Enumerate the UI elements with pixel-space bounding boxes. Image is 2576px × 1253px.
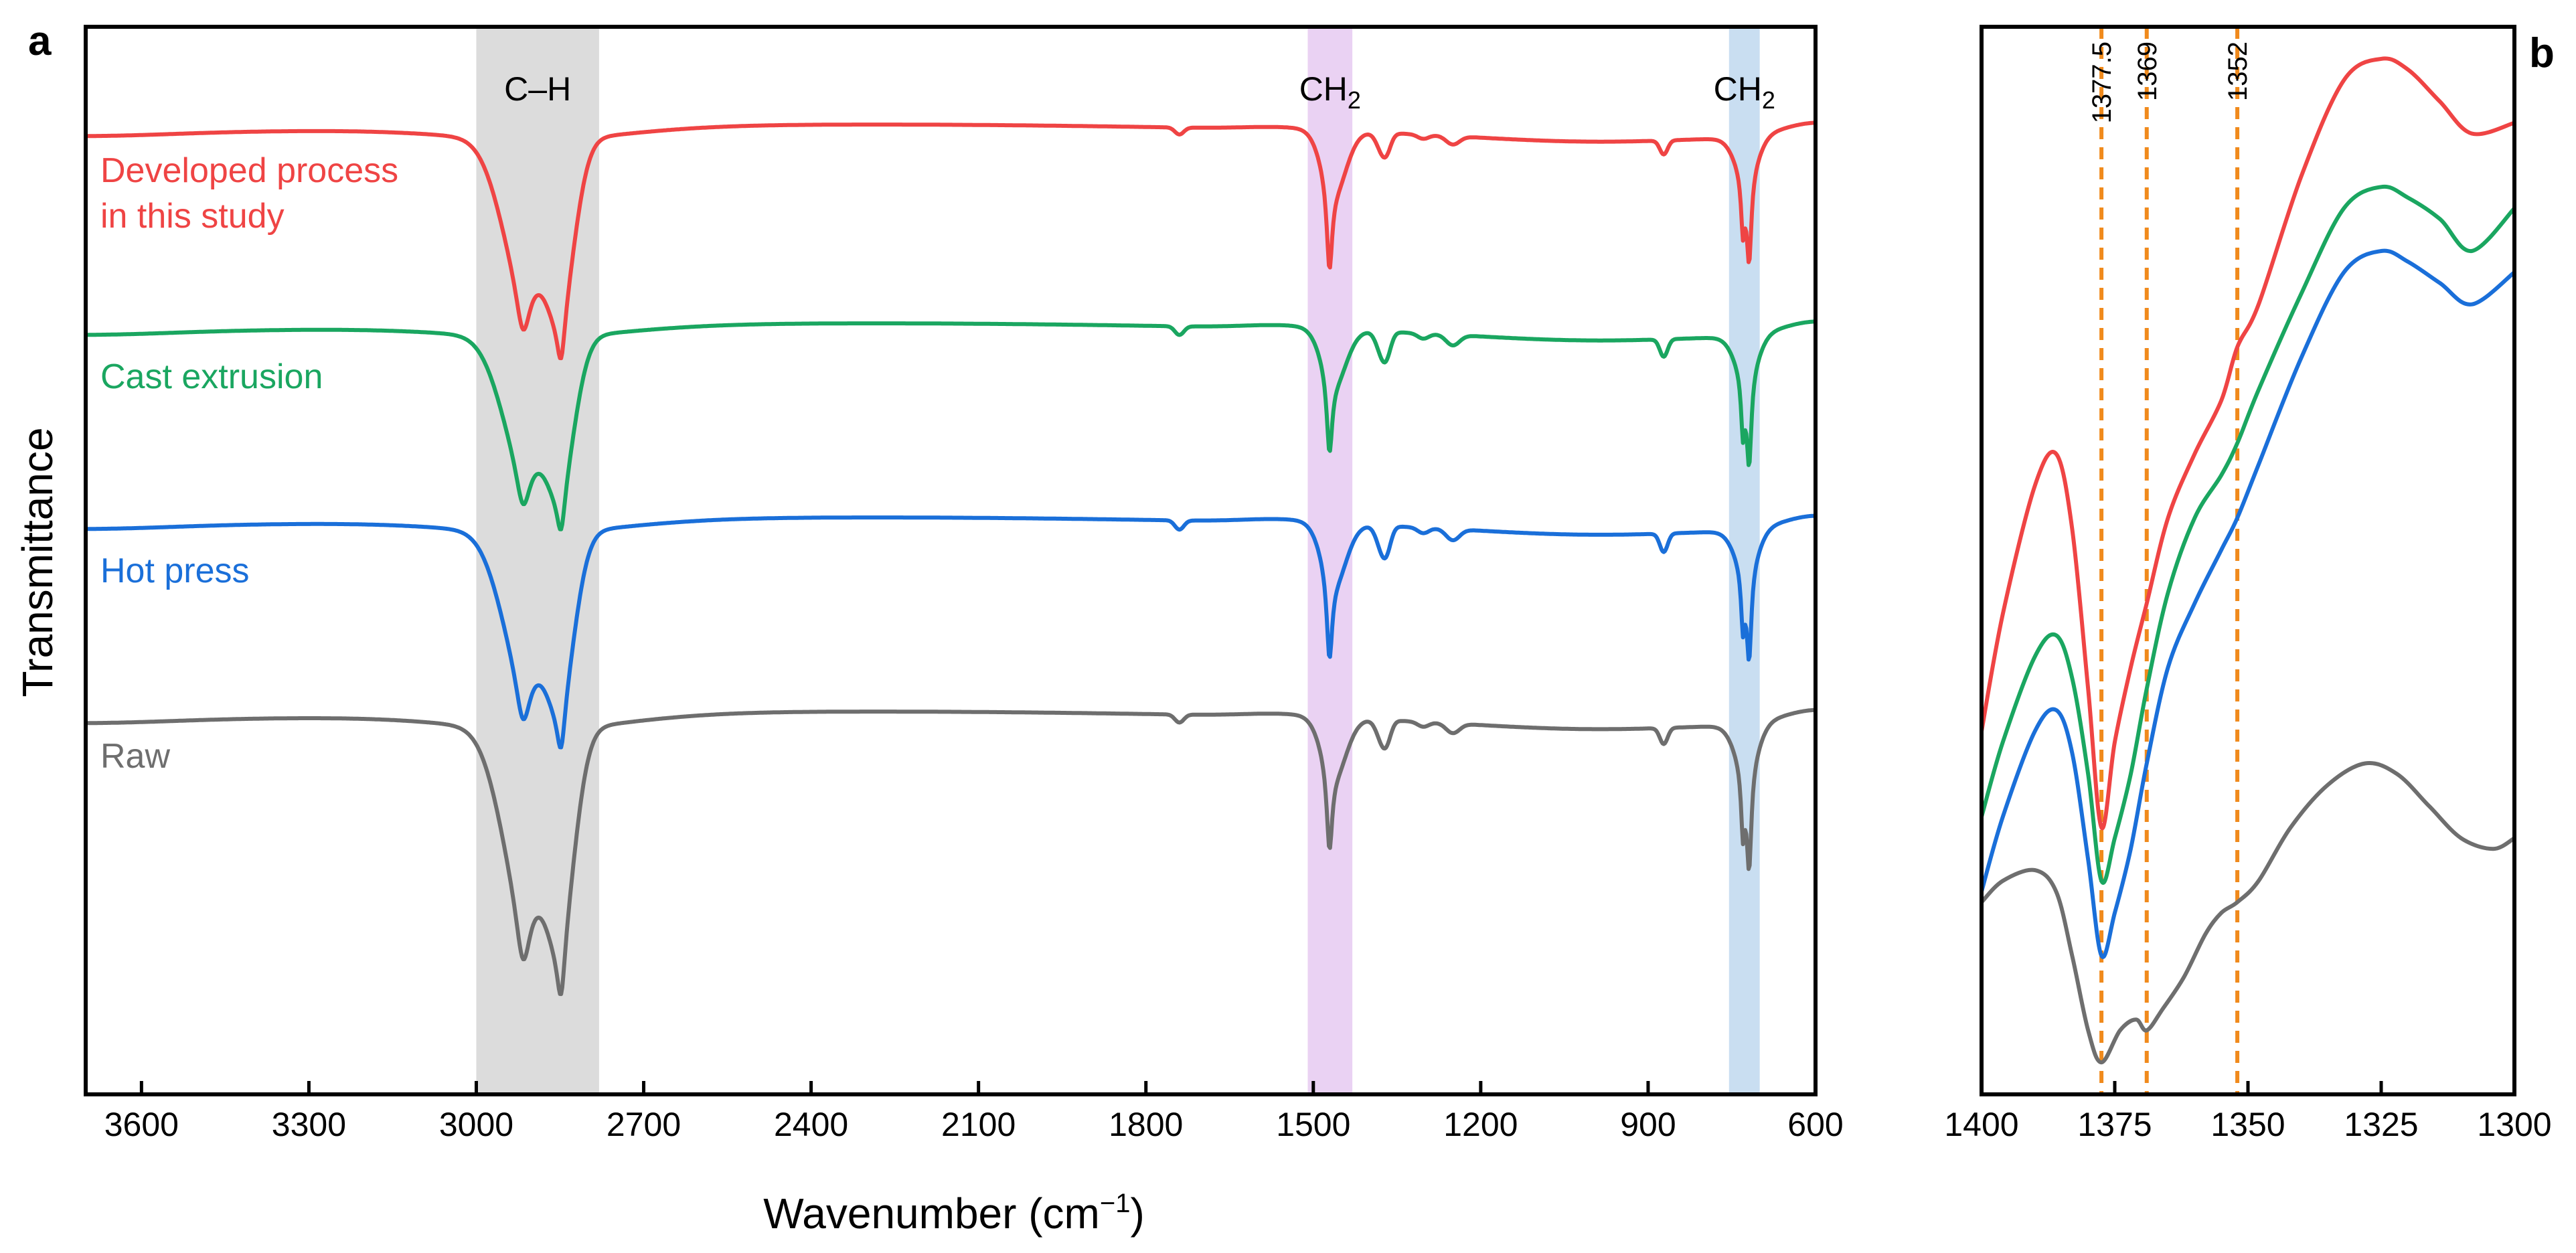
panel-b-frame — [1980, 25, 2516, 1096]
x-tick-label-2400: 2400 — [774, 1106, 848, 1143]
zoom-series-line-3 — [1980, 761, 2516, 1065]
panel-a-axes — [84, 25, 1818, 1096]
panel-a-x-ticks: 3600 3300 3000 2700 2400 2100 1800 1500 1200 900 6… — [104, 1081, 1844, 1143]
zoom-x-tick-label-1400: 1400 — [1944, 1106, 2018, 1143]
legend-label-0: Developed process — [100, 151, 398, 190]
panel-b-spectra — [1980, 56, 2516, 1065]
series-line-hot-press — [84, 513, 1818, 750]
legend: Developed process in this study Cast extru… — [100, 151, 398, 776]
zoom-series-line-2 — [1980, 248, 2516, 959]
zoom-x-tick-label-1300: 1300 — [2477, 1106, 2551, 1143]
y-axis-title: Transmittance — [13, 427, 62, 697]
x-tick-label-3300: 3300 — [272, 1106, 346, 1143]
x-tick-label-600: 600 — [1787, 1106, 1843, 1143]
panel-label-a: a — [28, 18, 52, 64]
zoom-series-line-1 — [1980, 184, 2516, 885]
reference-label-1352: 1352 — [2223, 41, 2253, 101]
zoom-x-tick-label-1375: 1375 — [2077, 1106, 2152, 1143]
legend-label-1: Cast extrusion — [100, 357, 323, 396]
reference-label-1369: 1369 — [2133, 41, 2162, 101]
zoom-x-tick-label-1325: 1325 — [2344, 1106, 2418, 1143]
legend-label-3: Raw — [100, 737, 170, 776]
x-tick-label-3600: 3600 — [104, 1106, 179, 1143]
x-tick-label-900: 900 — [1620, 1106, 1676, 1143]
panel-label-b: b — [2529, 30, 2555, 76]
x-axis-title-sup: −1 — [1100, 1189, 1131, 1218]
panel-b-x-ticks: 1400 1375 1350 1325 1300 — [1944, 1081, 2552, 1143]
zoom-x-tick-label-1350: 1350 — [2210, 1106, 2285, 1143]
reference-label-1377.5: 1377.5 — [2087, 41, 2117, 123]
x-tick-label-3000: 3000 — [439, 1106, 513, 1143]
series-line-developed-process — [84, 120, 1818, 361]
band-label-2: CH2 — [1714, 70, 1775, 114]
series-line-raw — [84, 707, 1818, 997]
band-label-0: C–H — [504, 70, 571, 108]
x-axis-title-main: Wavenumber (cm — [763, 1189, 1100, 1238]
zoom-series-line-0 — [1980, 56, 2516, 831]
legend-label-2: Hot press — [100, 552, 250, 590]
band-label-1: CH2 — [1299, 70, 1361, 114]
panel-a-frame — [84, 25, 1818, 1096]
x-axis-title: Wavenumber (cm−1) — [763, 1189, 1145, 1238]
x-tick-label-2100: 2100 — [941, 1106, 1016, 1143]
x-tick-label-2700: 2700 — [607, 1106, 681, 1143]
x-tick-label-1200: 1200 — [1443, 1106, 1518, 1143]
shaded-regions: C–H CH2 CH2 — [476, 27, 1775, 1094]
series-line-cast-extrusion — [84, 319, 1818, 531]
panel-b-axes — [1980, 25, 2516, 1096]
x-axis-title-end: ) — [1130, 1189, 1144, 1238]
shaded-region-0 — [476, 27, 599, 1094]
reference-lines: 1377.5 1369 1352 — [2087, 27, 2253, 1094]
panel-a-spectra — [84, 120, 1818, 997]
legend-label-0-line2: in this study — [100, 197, 285, 236]
x-tick-label-1500: 1500 — [1276, 1106, 1350, 1143]
x-tick-label-1800: 1800 — [1109, 1106, 1183, 1143]
